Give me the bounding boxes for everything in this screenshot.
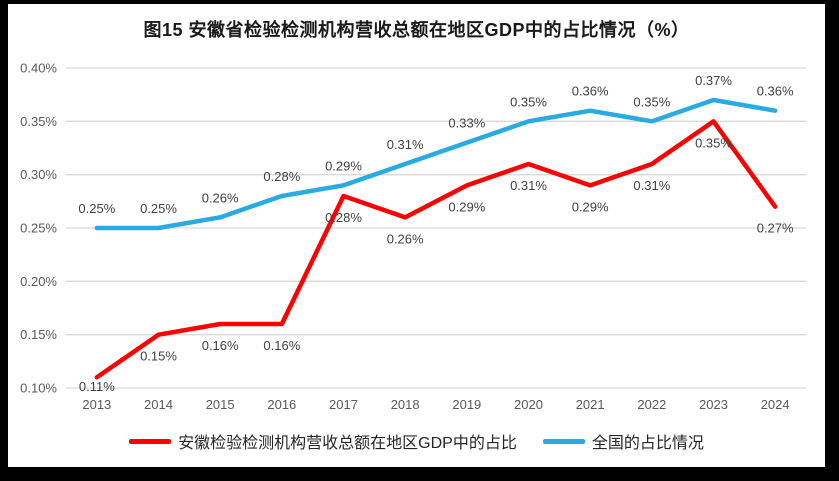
- data-labels: 0.11% 0.15% 0.16% 0.16% 0.28% 0.26% 0.29% 0.31%…: [78, 73, 794, 394]
- y-tick-label: 0.15%: [20, 327, 57, 342]
- legend-item: 安徽检验检测机构营收总额在地区GDP中的占比: [129, 429, 517, 453]
- x-axis-labels: 2013 2014 2015 2016 2017 2018 2019 2020 2021 2022…: [82, 397, 789, 412]
- data-label: 0.31%: [387, 137, 424, 152]
- y-tick-label: 0.10%: [20, 381, 57, 396]
- data-label: 0.37%: [695, 73, 732, 88]
- legend-swatch: [129, 438, 172, 444]
- y-tick-label: 0.30%: [20, 167, 57, 182]
- legend-item: 全国的占比情况: [542, 429, 704, 453]
- x-tick-label: 2020: [514, 397, 543, 412]
- data-label: 0.31%: [633, 178, 670, 193]
- series-lines: [94, 97, 778, 380]
- x-tick-label: 2019: [452, 397, 481, 412]
- data-label: 0.11%: [79, 379, 115, 394]
- data-label: 0.31%: [510, 178, 547, 193]
- data-label: 0.29%: [572, 199, 609, 214]
- data-label: 0.35%: [633, 94, 670, 109]
- data-label: 0.25%: [78, 201, 115, 216]
- x-tick-label: 2017: [329, 397, 358, 412]
- data-label: 0.28%: [325, 210, 362, 225]
- x-tick-label: 2021: [576, 397, 605, 412]
- series-line-0: [94, 119, 778, 380]
- legend-label: 安徽检验检测机构营收总额在地区GDP中的占比: [178, 435, 517, 452]
- legend-label: 全国的占比情况: [591, 435, 704, 452]
- data-label: 0.25%: [140, 201, 177, 216]
- x-tick-label: 2013: [82, 397, 111, 412]
- y-axis-labels: 0.40% 0.35% 0.30% 0.25% 0.20% 0.15% 0.10%: [20, 61, 57, 396]
- chart-title: 图15 安徽省检验检测机构营收总额在地区GDP中的占比情况（%）: [143, 20, 690, 40]
- data-label: 0.28%: [263, 169, 300, 184]
- legend-swatch: [542, 438, 585, 444]
- data-label: 0.29%: [325, 158, 362, 173]
- data-label: 0.15%: [140, 349, 177, 364]
- x-tick-label: 2016: [267, 397, 296, 412]
- y-tick-label: 0.20%: [20, 274, 57, 289]
- x-tick-label: 2024: [761, 397, 790, 412]
- data-label: 0.33%: [448, 116, 485, 131]
- x-tick-label: 2018: [391, 397, 420, 412]
- data-label: 0.16%: [202, 338, 239, 353]
- data-label: 0.36%: [757, 84, 794, 99]
- gridlines: [66, 67, 806, 389]
- y-tick-label: 0.25%: [20, 221, 57, 236]
- data-label: 0.35%: [695, 135, 732, 150]
- legend: 安徽检验检测机构营收总额在地区GDP中的占比 全国的占比情况: [8, 427, 825, 455]
- x-tick-label: 2015: [206, 397, 235, 412]
- series-line-1: [94, 97, 778, 231]
- y-tick-label: 0.35%: [20, 114, 57, 129]
- data-label: 0.26%: [202, 190, 239, 205]
- data-label: 0.29%: [448, 199, 485, 214]
- data-label: 0.36%: [572, 84, 609, 99]
- data-label: 0.26%: [387, 231, 424, 246]
- x-tick-label: 2014: [144, 397, 173, 412]
- data-label: 0.35%: [510, 94, 547, 109]
- data-label: 0.27%: [757, 221, 794, 236]
- y-tick-label: 0.40%: [20, 61, 57, 76]
- data-label: 0.16%: [263, 338, 300, 353]
- x-tick-label: 2022: [637, 397, 666, 412]
- x-tick-label: 2023: [699, 397, 728, 412]
- chart-svg: 0.40% 0.35% 0.30% 0.25% 0.20% 0.15% 0.10% 2013…: [20, 61, 806, 412]
